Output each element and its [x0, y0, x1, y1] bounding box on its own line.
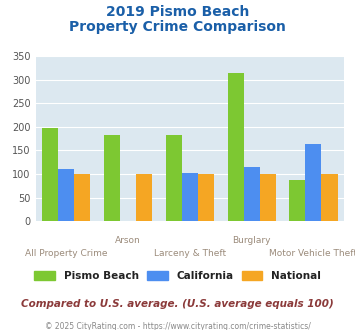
Legend: Pismo Beach, California, National: Pismo Beach, California, National — [34, 271, 321, 281]
Text: 2019 Pismo Beach: 2019 Pismo Beach — [106, 5, 249, 19]
Text: Burglary: Burglary — [233, 236, 271, 245]
Text: Property Crime Comparison: Property Crime Comparison — [69, 20, 286, 34]
Bar — [182, 173, 198, 221]
Text: Compared to U.S. average. (U.S. average equals 100): Compared to U.S. average. (U.S. average … — [21, 299, 334, 309]
Text: Larceny & Theft: Larceny & Theft — [154, 249, 226, 258]
Bar — [305, 144, 322, 221]
Bar — [136, 175, 152, 221]
Text: Motor Vehicle Theft: Motor Vehicle Theft — [269, 249, 355, 258]
Bar — [104, 135, 120, 221]
Bar — [198, 175, 214, 221]
Bar — [42, 128, 58, 221]
Bar — [260, 175, 276, 221]
Bar — [244, 167, 260, 221]
Bar — [75, 175, 91, 221]
Bar — [58, 169, 75, 221]
Text: © 2025 CityRating.com - https://www.cityrating.com/crime-statistics/: © 2025 CityRating.com - https://www.city… — [45, 322, 310, 330]
Bar — [166, 135, 182, 221]
Bar — [228, 73, 244, 221]
Text: All Property Crime: All Property Crime — [25, 249, 108, 258]
Bar — [289, 180, 305, 221]
Bar — [322, 175, 338, 221]
Text: Arson: Arson — [115, 236, 141, 245]
